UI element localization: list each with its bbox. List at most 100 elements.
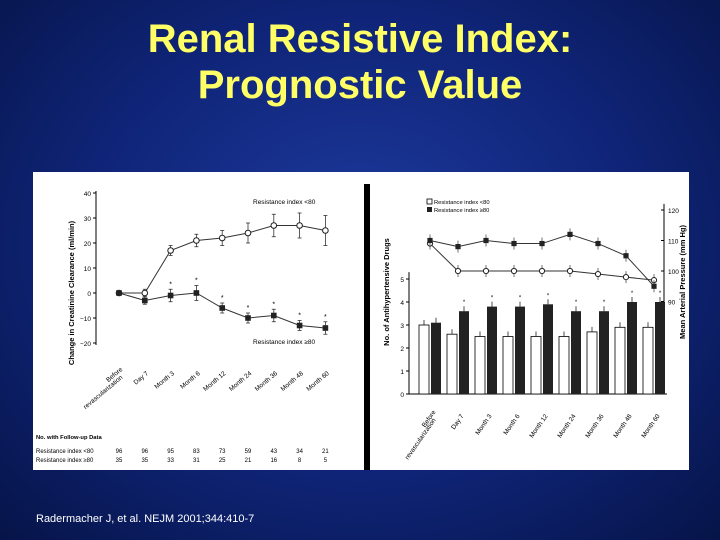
right-x-tick-label: Month 48 (612, 413, 633, 440)
data-point-ri-lt80 (193, 237, 200, 244)
map-point-ri-ge80 (511, 240, 517, 247)
bar-ri-lt80 (558, 336, 570, 395)
followup-value: 5 (324, 458, 328, 464)
legend-label-ri-lt80: Resistance index <80 (434, 200, 490, 206)
map-point-ri-ge80 (483, 237, 489, 244)
data-point-ri-ge80 (116, 290, 122, 296)
map-point-ri-ge80 (539, 240, 545, 247)
followup-value: 35 (116, 458, 123, 464)
bar-ri-lt80 (502, 336, 514, 395)
map-point-ri-lt80 (482, 267, 490, 275)
bar-ri-ge80 (459, 311, 469, 394)
bar-ri-lt80 (642, 326, 654, 395)
data-point-ri-ge80 (167, 292, 174, 299)
legend-label-ri-ge80: Resistance index ≥80 (434, 208, 489, 214)
bar-ri-lt80 (418, 324, 430, 395)
left-x-tick-label: Month 36 (254, 370, 280, 393)
significance-marker: * (247, 305, 250, 312)
left-x-tick-label: revascularization (82, 374, 124, 411)
data-point-ri-ge80 (245, 315, 251, 321)
bar-ri-ge80 (487, 306, 497, 394)
significance-marker: * (324, 314, 327, 321)
legend-swatch-ri-lt80 (426, 198, 433, 205)
right-y2-tick-label: 110 (668, 239, 679, 246)
right-y2-tick-label: 100 (668, 269, 679, 276)
figure-panel: −20 −10 0 10 20 30 40 Change in Creatinine Clea… (33, 172, 689, 470)
significance-marker: * (298, 313, 301, 320)
map-point-ri-ge80 (651, 283, 657, 289)
followup-value: 73 (219, 449, 226, 455)
right-y-tick-label: 4 (400, 300, 404, 307)
significance-marker: * (221, 295, 224, 302)
left-y-tick-label: 30 (84, 216, 92, 223)
data-point-ri-ge80 (271, 312, 277, 319)
bar-ri-ge80 (515, 306, 525, 394)
followup-value: 34 (296, 449, 303, 455)
followup-value: 95 (167, 449, 174, 455)
map-point-ri-lt80 (454, 267, 462, 275)
bar-ri-lt80 (446, 333, 458, 395)
followup-value: 21 (322, 449, 329, 455)
right-x-tick-label: Month 12 (528, 413, 549, 440)
left-y-tick-label: −20 (80, 341, 91, 348)
data-point-ri-lt80 (167, 247, 174, 254)
followup-value: 31 (193, 458, 200, 464)
followup-row-label: Resistance index ≥80 (36, 458, 94, 464)
bar-ri-ge80 (655, 302, 665, 394)
bar-ri-ge80 (599, 311, 609, 394)
followup-value: 8 (298, 458, 302, 464)
left-x-tick-label: Month 6 (179, 370, 202, 391)
bar-ri-ge80 (543, 304, 553, 394)
left-x-tick-label: Month 3 (153, 370, 176, 391)
followup-value: 25 (219, 458, 226, 464)
data-point-ri-lt80 (322, 227, 329, 234)
bar-ri-lt80 (474, 336, 486, 395)
right-y2-tick-label: 120 (668, 208, 679, 215)
map-point-ri-lt80 (510, 267, 518, 275)
data-point-ri-lt80 (141, 289, 149, 297)
right-x-tick-label: Month 36 (584, 413, 605, 440)
significance-marker: * (272, 301, 275, 308)
left-y-tick-label: 20 (84, 241, 92, 248)
bar-ri-lt80 (530, 336, 542, 395)
right-x-tick-label: Month 3 (474, 413, 493, 437)
data-point-ri-ge80 (193, 290, 200, 296)
data-point-ri-ge80 (142, 297, 148, 304)
left-x-tick-label: Month 24 (228, 370, 254, 393)
data-point-ri-lt80 (218, 234, 226, 242)
left-x-tick-label: Month 48 (280, 370, 306, 393)
followup-value: 59 (245, 449, 252, 455)
data-point-ri-ge80 (296, 322, 303, 329)
map-point-ri-ge80 (595, 240, 601, 247)
left-y-tick-label: −10 (80, 316, 91, 323)
figure-divider-strip (364, 184, 370, 470)
right-y-tick-label: 5 (400, 277, 404, 284)
left-y-tick-label: 40 (84, 191, 92, 198)
followup-value: 21 (245, 458, 252, 464)
right-x-tick-label: Month 24 (556, 413, 577, 440)
map-point-ri-ge80 (427, 237, 433, 244)
bar-significance-marker: * (491, 296, 494, 302)
bar-ri-ge80 (571, 311, 581, 394)
right-y-tick-label: 0 (400, 392, 404, 399)
map-point-ri-ge80 (567, 231, 573, 237)
data-point-ri-lt80 (244, 229, 252, 237)
left-x-tick-label: Month 12 (202, 370, 228, 393)
bar-ri-ge80 (431, 322, 441, 394)
legend-swatch-ri-ge80 (427, 207, 432, 212)
followup-value: 96 (141, 449, 148, 455)
left-x-tick-label: Month 60 (305, 370, 331, 393)
followup-value: 33 (167, 458, 174, 464)
left-x-tick-label: Day 7 (133, 370, 151, 387)
bar-significance-marker: * (463, 300, 466, 306)
map-point-ri-lt80 (566, 267, 574, 275)
right-x-tick-label: Month 6 (502, 413, 521, 437)
followup-value: 43 (270, 449, 277, 455)
map-point-ri-ge80 (455, 244, 461, 250)
right-y-tick-label: 2 (400, 346, 404, 353)
bar-significance-marker: * (603, 300, 606, 306)
data-point-ri-ge80 (219, 305, 225, 311)
map-point-ri-lt80 (538, 267, 546, 275)
followup-value: 16 (270, 458, 277, 464)
